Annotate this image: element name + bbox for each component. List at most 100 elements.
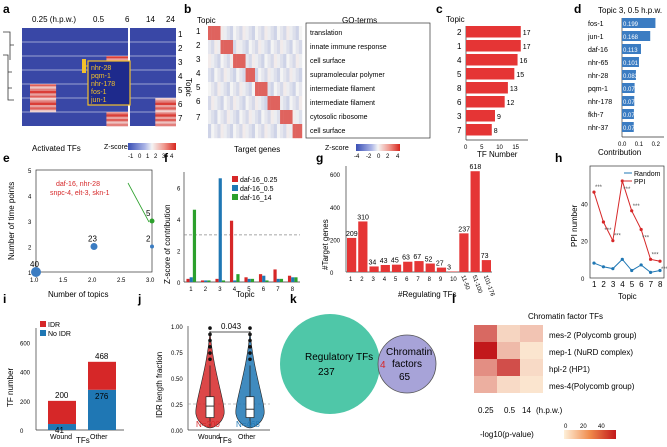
heatmap-cell [289,82,293,97]
series-point [592,261,596,265]
bar-value: 9 [497,114,501,121]
bar [358,221,368,272]
heatmap-cell [245,124,249,139]
heatmap-cell [233,82,237,97]
highlight-gene: nhr-178 [91,81,115,88]
heatmap-cell [106,114,128,117]
heatmap-cell [217,40,221,55]
heatmap-cell [273,26,278,41]
heatmap-cell [30,93,57,96]
heatmap-cell [226,54,231,69]
y-tick: 1.00 [171,325,183,331]
heatmap-cell [292,96,296,111]
series-point [620,179,624,183]
row-label: mes-4(Polycomb group) [549,382,635,391]
outlier-point [248,338,252,343]
significance-stars: *** [633,204,641,210]
heatmap-cell [280,110,284,125]
series-point [630,209,634,213]
bar-value: 12 [507,100,515,107]
x-tick: 2 [601,280,606,289]
bar [204,280,208,282]
heatmap-cell [276,124,281,139]
heatmap-cell [267,124,271,139]
bar [459,233,469,272]
heatmap-cell [267,40,271,55]
heatmap-cell [155,114,176,117]
heatmap-cell [273,68,278,83]
total-label: 200 [55,391,69,400]
legend-tick: -4 [354,154,360,160]
heatmap-cell [264,40,268,55]
bar [425,263,435,272]
gene-tick: nhr-65 [588,60,608,67]
heatmap-cell [220,40,224,55]
y-tick: 0.75 [171,351,183,357]
heatmap-cell [258,124,262,139]
x-tick: 3 [371,277,375,283]
heatmap-cell [497,359,520,376]
topic-tick: 5 [457,70,462,79]
heatmap-cell [239,96,243,111]
heatmap-cell [242,96,246,111]
heatmap-cell [289,54,293,69]
heatmap-cell [208,124,212,139]
heatmap-cell [267,26,271,41]
heatmap-cell [276,96,281,111]
y-tick: 4 [177,218,181,224]
heatmap-cell [229,96,234,111]
heatmap-cell [255,124,259,139]
heatmap-cell [280,82,284,97]
heatmap-cell [220,124,224,139]
heatmap-cell [520,342,543,359]
heatmap-cell [211,68,215,83]
heatmap-cell [280,124,284,139]
heatmap-cell [261,124,265,139]
heatmap-cell [242,68,246,83]
chart-target-genes: 0200400600209131023434344556366775282793… [330,164,495,298]
heatmap-cell [233,110,237,125]
heatmap-cell [289,40,293,55]
heatmap-cell [245,40,249,55]
heatmap-cell [295,54,300,69]
chart-daf16-zscore: 0 2 4 6 1 2 3 4 5 6 7 8 daf-16_0.25 daf-16_0.5 daf-16_… [177,172,300,293]
heatmap-cell [248,110,253,125]
heatmap-cell [229,54,234,69]
heatmap-cell [295,110,300,125]
bar [466,82,508,94]
x-tick: 0 [464,145,468,151]
heatmap-cell [208,26,212,41]
x-tick: 8 [658,280,663,289]
chart-idr-violin: 0.00 0.25 0.50 0.75 1.00 N=200 Wound N=468 Other… [171,322,270,441]
x-tick: 3 [611,280,616,289]
heatmap-cell [211,96,215,111]
scatter-point [150,244,154,249]
panel-label-a: a [3,2,10,16]
heatmap-cell [217,96,221,111]
heatmap-cell [217,82,221,97]
heatmap-cell [239,110,243,125]
heatmap-cell [270,26,274,41]
heatmap-cell [248,54,253,69]
heatmap-cell [292,40,296,55]
row-label: hpl-2 (HP1) [549,365,590,374]
heatmap-cell [214,26,218,41]
zscore-colorbar [128,143,176,150]
x-tick: 1 [189,287,193,293]
heatmap-cell [273,110,278,125]
panel-label-b: b [184,2,191,16]
series-point [658,268,662,273]
highlight-gene: pqm-1 [91,73,111,80]
topic-label: 5 [196,83,201,92]
heatmap-cell [264,54,268,69]
heatmap-cell [233,54,237,69]
highlight-gene: fos-1 [91,89,107,96]
x-tick: 1.5 [59,278,68,284]
x-tick: 1.0 [30,278,39,284]
heatmap-cell [220,26,224,41]
bar-value: 34 [368,259,376,266]
bar-value: 16 [520,58,528,65]
heatmap-cell [255,82,259,97]
y-tick: 1 [28,271,32,277]
